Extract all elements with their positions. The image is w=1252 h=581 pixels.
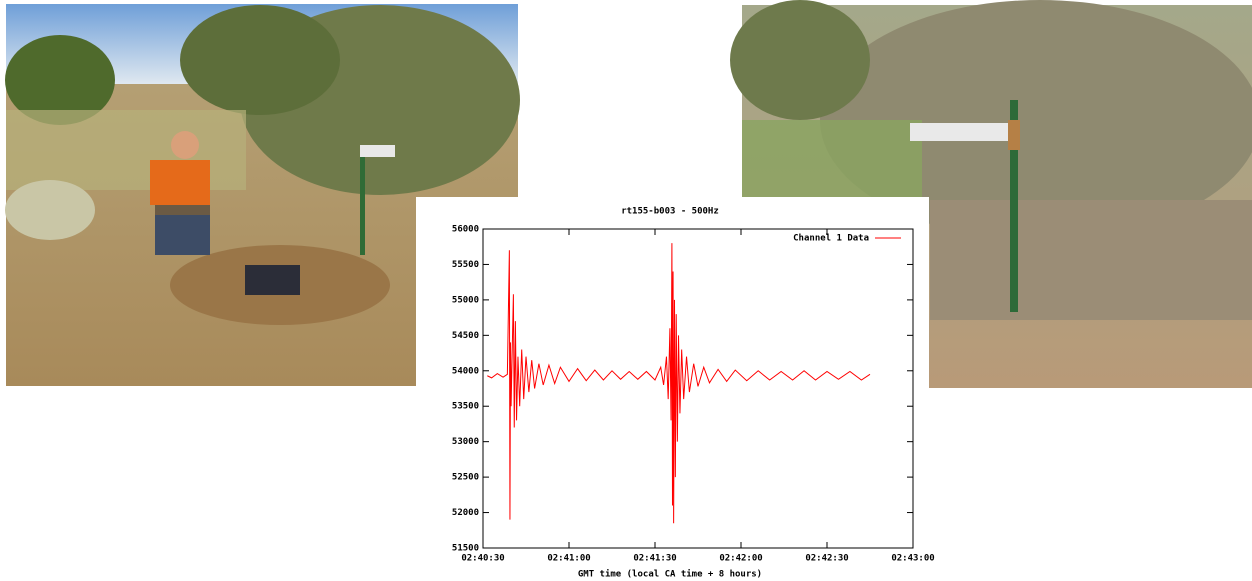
legend-label: Channel 1 Data	[793, 234, 869, 244]
y-tick-label: 52000	[452, 508, 479, 518]
canvas: rt155-b003 - 500Hz GMT time (local CA ti…	[0, 0, 1252, 581]
y-tick-label: 51500	[452, 544, 479, 554]
x-tick-label: 02:43:00	[891, 554, 934, 564]
y-tick-label: 53000	[452, 437, 479, 447]
y-tick-label: 54500	[452, 331, 479, 341]
x-tick-label: 02:40:30	[461, 554, 504, 564]
x-tick-label: 02:42:30	[805, 554, 848, 564]
chart: rt155-b003 - 500Hz GMT time (local CA ti…	[416, 197, 935, 581]
y-tick-label: 56000	[452, 225, 479, 235]
y-tick-label: 55500	[452, 260, 479, 270]
x-tick-label: 02:41:30	[633, 554, 676, 564]
y-tick-label: 55000	[452, 295, 479, 305]
chart-title: rt155-b003 - 500Hz	[621, 207, 719, 217]
y-tick-label: 54000	[452, 366, 479, 376]
y-tick-label: 52500	[452, 473, 479, 483]
y-tick-label: 53500	[452, 402, 479, 412]
page: rt155-b003 - 500Hz GMT time (local CA ti…	[0, 0, 1252, 581]
x-axis-label: GMT time (local CA time + 8 hours)	[578, 569, 762, 580]
x-tick-label: 02:41:00	[547, 554, 590, 564]
x-tick-label: 02:42:00	[719, 554, 762, 564]
